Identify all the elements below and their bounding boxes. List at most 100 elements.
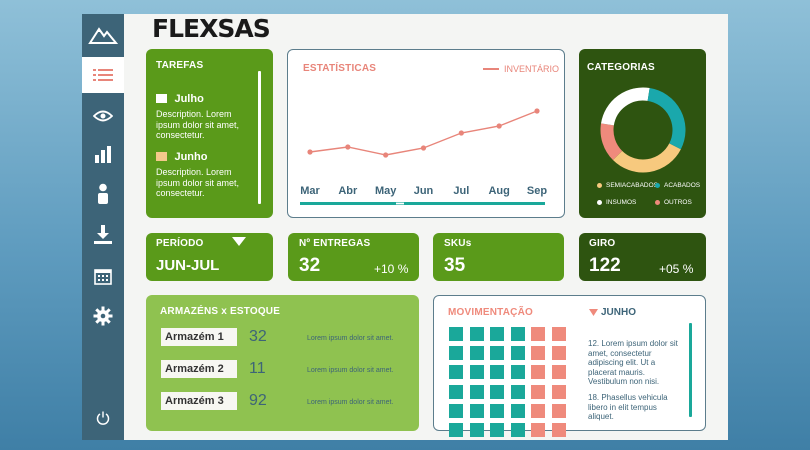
movimentacao-scrollbar[interactable] xyxy=(689,323,692,417)
tarefas-scrollbar[interactable] xyxy=(258,71,261,204)
list-icon[interactable] xyxy=(82,57,124,93)
x-tick-label: May xyxy=(375,185,397,197)
warehouse-label[interactable]: Armazém 2 xyxy=(161,360,237,378)
giro-title: GIRO xyxy=(589,238,616,249)
movimentacao-month[interactable]: JUNHO xyxy=(601,307,637,318)
power-icon[interactable] xyxy=(82,400,124,436)
grid-square xyxy=(531,384,545,399)
grid-square xyxy=(510,403,525,418)
bar-chart-icon[interactable] xyxy=(82,136,124,172)
grid-square xyxy=(490,365,504,380)
data-point xyxy=(307,149,313,155)
legend-item: ACABADOS xyxy=(655,182,700,189)
grid-square xyxy=(490,327,504,341)
grid-square xyxy=(510,327,525,341)
caret-down-icon[interactable] xyxy=(232,237,246,247)
grid-square xyxy=(490,384,504,399)
mountain-logo-icon[interactable] xyxy=(82,14,124,56)
grid-square xyxy=(510,365,525,380)
scroll-handle xyxy=(396,202,404,205)
eye-icon[interactable] xyxy=(82,98,124,134)
donut-slice xyxy=(600,123,623,161)
armazens-card: ARMAZÉNS x ESTOQUE Armazém 1 32 Lorem ip… xyxy=(146,295,419,431)
sidebar xyxy=(82,14,124,440)
grid-square xyxy=(449,384,463,399)
warehouse-label[interactable]: Armazém 3 xyxy=(161,392,237,410)
entregas-title: Nº ENTREGAS xyxy=(299,238,371,249)
tarefas-card: TAREFAS Julho Description. Lorem ipsum d… xyxy=(146,49,273,218)
x-tick-label: Jun xyxy=(414,185,434,197)
grid-square xyxy=(531,365,545,380)
legend-dot xyxy=(597,199,602,205)
skus-value: 35 xyxy=(444,255,466,276)
grid-square xyxy=(449,327,463,341)
data-point xyxy=(534,108,540,114)
entregas-card: Nº ENTREGAS 32 +10 % xyxy=(288,233,419,281)
legend-label: INVENTÁRIO xyxy=(504,64,560,74)
line-chart: Mar Abr May Jun Jul Aug Sep xyxy=(300,108,547,205)
grid-square xyxy=(469,346,484,361)
grid-square xyxy=(469,365,484,380)
periodo-card[interactable]: PERÍODO JUN-JUL xyxy=(146,233,273,281)
data-point xyxy=(496,123,502,129)
x-tick-label: Abr xyxy=(338,185,358,197)
donut-slice xyxy=(612,143,681,173)
periodo-title: PERÍODO xyxy=(156,238,204,249)
scroll-track xyxy=(300,202,545,205)
estatisticas-title: ESTATÍSTICAS xyxy=(303,63,377,74)
data-point xyxy=(420,145,427,151)
periodo-value: JUN-JUL xyxy=(156,257,220,274)
legend-dot xyxy=(655,182,660,188)
grid-square xyxy=(469,384,484,399)
task-description: Description. Lorem ipsum dolor sit amet,… xyxy=(156,109,240,140)
grid-square xyxy=(510,423,525,437)
skus-title: SKUs xyxy=(444,238,472,249)
movimentacao-title: MOVIMENTAÇÃO xyxy=(448,307,533,318)
grid-square xyxy=(449,346,463,361)
task-color-swatch xyxy=(156,94,167,103)
data-point xyxy=(345,144,351,150)
calendar-icon[interactable] xyxy=(82,258,124,294)
x-tick-label: Aug xyxy=(488,185,509,197)
donut-slice xyxy=(647,88,686,150)
task-label: Julho xyxy=(174,93,204,105)
movimentacao-card: MOVIMENTAÇÃO JUNHO 12. Lorem ipsum dolor… xyxy=(433,295,706,437)
grid-square xyxy=(449,423,463,437)
movement-note: 12. Lorem ipsum dolor sit amet, consecte… xyxy=(588,339,678,387)
grid-square xyxy=(531,423,545,437)
legend-dot xyxy=(655,199,660,205)
task-label: Junho xyxy=(174,151,208,163)
person-icon[interactable] xyxy=(82,176,124,212)
grid-square xyxy=(469,327,484,341)
warehouse-note: Lorem ipsum dolor sit amet. xyxy=(307,367,394,374)
movement-grid xyxy=(434,296,584,437)
warehouse-value: 92 xyxy=(249,392,267,409)
brand-logo: FLEXSAS xyxy=(152,14,271,43)
warehouse-note: Lorem ipsum dolor sit amet. xyxy=(307,335,394,342)
task-item[interactable]: Junho Description. Lorem ipsum dolor sit… xyxy=(156,147,256,199)
legend-swatch xyxy=(483,68,499,70)
task-item[interactable]: Julho Description. Lorem ipsum dolor sit… xyxy=(156,89,256,141)
grid-square xyxy=(551,423,566,437)
grid-square xyxy=(531,403,545,418)
entregas-value: 32 xyxy=(299,255,321,276)
grid-square xyxy=(551,327,566,341)
x-tick-label: Mar xyxy=(300,185,320,197)
categorias-card: CATEGORIAS SEMIACABADOS ACABADOS INSUMOS… xyxy=(579,49,706,218)
grid-square xyxy=(469,403,484,418)
grid-square xyxy=(551,346,566,361)
grid-square xyxy=(531,346,545,361)
grid-square xyxy=(531,327,545,341)
donut-chart xyxy=(600,87,686,173)
caret-down-icon[interactable] xyxy=(589,309,598,317)
task-description: Description. Lorem ipsum dolor sit amet,… xyxy=(156,167,240,198)
download-icon[interactable] xyxy=(82,217,124,253)
grid-square xyxy=(449,365,463,380)
x-tick-label: Sep xyxy=(527,185,547,197)
grid-square xyxy=(469,423,484,437)
armazens-title: ARMAZÉNS x ESTOQUE xyxy=(160,306,281,317)
gear-icon[interactable] xyxy=(82,298,124,334)
donut-slice xyxy=(601,87,650,126)
warehouse-label[interactable]: Armazém 1 xyxy=(161,328,237,346)
warehouse-value: 32 xyxy=(249,328,267,345)
